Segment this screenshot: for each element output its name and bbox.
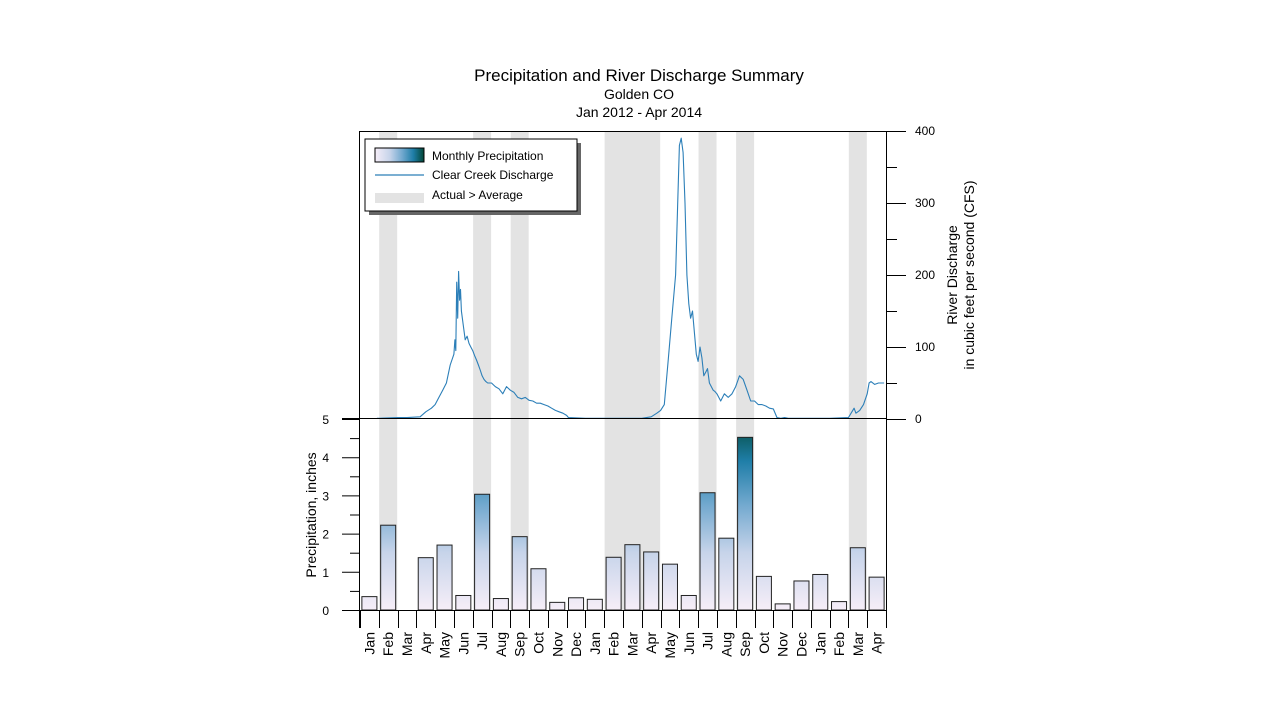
- precip-tick-label: 2: [322, 528, 329, 542]
- precip-axis-title: Precipitation, inches: [303, 452, 319, 577]
- discharge-tick-label: 400: [915, 124, 935, 138]
- legend-above-avg-swatch: [375, 193, 424, 203]
- discharge-axis-title-line2: in cubic feet per second (CFS): [961, 180, 977, 369]
- month-tick-label: Mar: [399, 632, 415, 656]
- precip-bar: [474, 493, 491, 611]
- month-tick-label: May: [437, 632, 453, 658]
- month-tick-label: Oct: [756, 632, 772, 654]
- precip-bar: [831, 601, 848, 611]
- month-tick-label: Mar: [624, 632, 640, 656]
- month-tick-label: Jan: [587, 632, 603, 655]
- month-tick-label: Mar: [850, 632, 866, 656]
- precip-y-axis: 0 1 2 3 4 5: [322, 413, 359, 618]
- precip-bar: [812, 573, 829, 611]
- legend-discharge-label: Clear Creek Discharge: [432, 168, 554, 182]
- month-tick-label: Jun: [455, 632, 471, 655]
- precip-tick-label: 5: [322, 413, 329, 427]
- month-tick-label: Feb: [380, 632, 396, 656]
- discharge-tick-label: 300: [915, 196, 935, 210]
- month-tick-label: Sep: [737, 632, 753, 657]
- month-tick-label: Aug: [493, 632, 509, 657]
- chart-subtitle-location: Golden CO: [604, 86, 674, 102]
- discharge-tick-label: 100: [915, 340, 935, 354]
- precip-bar: [755, 575, 772, 611]
- month-tick-label: Jul: [700, 632, 716, 650]
- chart-subtitle-period: Jan 2012 - Apr 2014: [576, 104, 702, 120]
- month-tick-label: Sep: [512, 632, 528, 657]
- precip-bar: [492, 598, 509, 611]
- discharge-series: [376, 137, 885, 419]
- precip-bar: [699, 492, 716, 611]
- discharge-line: [376, 137, 885, 419]
- precip-bar: [511, 536, 528, 611]
- precip-bar: [774, 603, 791, 611]
- precip-bar: [530, 568, 547, 611]
- above-average-band: [379, 131, 398, 610]
- discharge-axis-title-line1: River Discharge: [944, 225, 960, 325]
- above-average-band: [510, 131, 529, 610]
- precip-bar: [455, 594, 472, 611]
- precip-tick-label: 3: [322, 489, 329, 503]
- above-average-band: [848, 131, 867, 610]
- month-tick-label: Aug: [718, 632, 734, 657]
- precip-bar: [661, 563, 678, 611]
- chart-title: Precipitation and River Discharge Summar…: [474, 66, 804, 85]
- month-tick-label: Jun: [681, 632, 697, 655]
- month-tick-label: Jul: [474, 632, 490, 650]
- month-tick-label: Apr: [643, 632, 659, 654]
- precip-bar: [380, 524, 397, 611]
- month-tick-label: Feb: [606, 632, 622, 656]
- precip-bar: [718, 537, 735, 611]
- precip-bar: [624, 544, 641, 611]
- precip-bar: [605, 556, 622, 611]
- month-tick-label: Nov: [549, 632, 565, 657]
- month-tick-label: Apr: [869, 632, 885, 654]
- precip-tick-label: 0: [322, 604, 329, 618]
- precip-bar: [737, 436, 754, 611]
- discharge-tick-label: 0: [915, 412, 922, 426]
- precip-bar: [568, 597, 585, 611]
- month-tick-label: Apr: [418, 632, 434, 654]
- precip-tick-label: 1: [322, 566, 329, 580]
- precip-bar: [680, 594, 697, 611]
- month-tick-label: Nov: [775, 632, 791, 657]
- precip-bar: [793, 580, 810, 611]
- precip-tick-label: 4: [322, 451, 329, 465]
- above-average-band: [473, 131, 492, 610]
- precip-bar: [849, 547, 866, 611]
- legend-precip-label: Monthly Precipitation: [432, 149, 543, 163]
- legend: Monthly Precipitation Clear Creek Discha…: [364, 138, 581, 215]
- precip-bars: [361, 436, 885, 611]
- legend-above-avg-label: Actual > Average: [432, 188, 523, 202]
- month-tick-label: Dec: [794, 632, 810, 657]
- discharge-y-axis: 0 100 200 300 400: [886, 124, 935, 426]
- month-tick-label: Jan: [361, 632, 377, 655]
- month-tick-label: Dec: [568, 632, 584, 657]
- precip-bar: [586, 598, 603, 611]
- legend-precip-swatch: [374, 147, 425, 163]
- month-tick-label: Oct: [531, 632, 547, 654]
- precip-bar: [549, 601, 566, 611]
- precip-bar: [436, 544, 453, 611]
- precip-bar: [643, 551, 660, 611]
- discharge-tick-label: 200: [915, 268, 935, 282]
- month-tick-label: Jan: [812, 632, 828, 655]
- month-x-axis: Jan Feb Mar Apr May Jun Jul Aug Sep Oct Nov Dec Jan F…: [360, 610, 887, 658]
- month-tick-label: May: [662, 632, 678, 658]
- precip-bar: [361, 596, 378, 611]
- precip-bar: [868, 576, 885, 611]
- precip-bar: [417, 557, 434, 611]
- above-average-band: [604, 131, 661, 610]
- month-tick-label: Feb: [831, 632, 847, 656]
